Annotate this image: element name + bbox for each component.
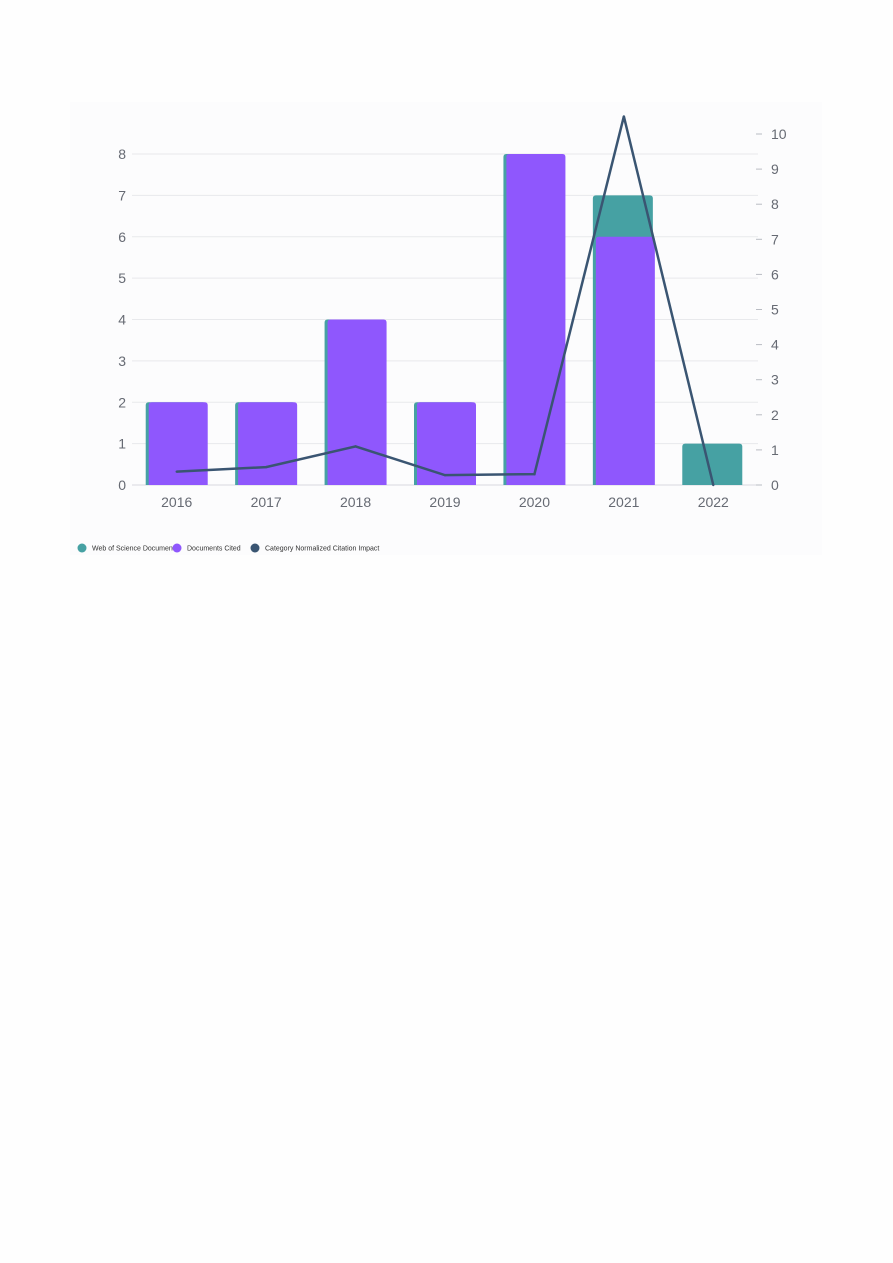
legend-marker — [77, 543, 87, 553]
x-tick-label: 2022 — [698, 494, 729, 510]
y-right-tick-label: 2 — [771, 407, 779, 423]
y-axis-right: 0 1 2 3 4 5 6 7 8 9 10 — [756, 126, 787, 493]
bar-documents-cited[interactable] — [417, 402, 476, 485]
line-point[interactable] — [443, 473, 447, 477]
bar-documents-cited[interactable] — [595, 236, 655, 485]
legend[interactable]: Web of Science Documents Documents Cited C… — [77, 543, 380, 553]
y-right-tick-label: 4 — [771, 337, 779, 353]
y-right-tick-label: 6 — [771, 266, 779, 282]
line-point[interactable] — [622, 115, 626, 118]
legend-item[interactable]: Documents Cited — [172, 543, 241, 553]
bar-web-of-science-documents[interactable] — [682, 443, 743, 485]
x-tick-label: 2020 — [519, 494, 550, 510]
x-axis: 2016 2017 2018 2019 2020 2021 2022 — [161, 494, 729, 510]
legend-item[interactable]: Web of Science Documents — [77, 543, 179, 553]
y-right-tick-label: 9 — [771, 161, 779, 177]
line-point[interactable] — [264, 465, 268, 469]
line-point[interactable] — [533, 472, 536, 476]
line-series — [175, 115, 715, 487]
y-right-tick-label: 10 — [771, 126, 787, 142]
legend-item[interactable]: Category Normalized Citation Impact — [250, 543, 380, 553]
bar-documents-cited[interactable] — [327, 319, 387, 486]
bar-documents-cited[interactable] — [506, 154, 566, 485]
y-left-tick-label: 4 — [118, 312, 126, 328]
bar-documents-cited[interactable] — [148, 402, 208, 485]
legend-label: Category Normalized Citation Impact — [265, 546, 379, 553]
legend-marker — [172, 543, 182, 553]
y-left-tick-label: 6 — [118, 229, 126, 245]
line-point[interactable] — [175, 470, 178, 473]
x-tick-label: 2018 — [340, 494, 371, 510]
bar-documents-cited[interactable] — [238, 402, 298, 485]
x-tick-label: 2017 — [251, 494, 282, 510]
y-left-tick-label: 3 — [118, 353, 126, 369]
y-right-tick-label: 3 — [771, 372, 779, 388]
legend-marker — [250, 543, 260, 553]
line-point[interactable] — [712, 483, 715, 487]
y-left-tick-label: 7 — [118, 187, 126, 203]
y-right-tick-label: 8 — [771, 196, 779, 212]
y-right-tick-label: 1 — [771, 442, 779, 458]
x-tick-label: 2019 — [429, 494, 460, 510]
y-left-tick-label: 8 — [118, 146, 126, 162]
y-left-tick-label: 5 — [118, 270, 126, 286]
y-left-tick-label: 1 — [118, 436, 126, 452]
x-tick-label: 2021 — [608, 494, 639, 510]
y-axis-left: 0 1 2 3 4 5 6 7 8 — [118, 146, 126, 493]
y-right-tick-label: 5 — [771, 302, 779, 318]
y-left-tick-label: 2 — [118, 394, 126, 410]
y-right-tick-label: 7 — [771, 231, 779, 247]
legend-label: Documents Cited — [187, 546, 241, 553]
y-right-tick-label: 0 — [771, 477, 779, 493]
line-point[interactable] — [354, 445, 357, 448]
y-left-tick-label: 0 — [118, 477, 126, 493]
legend-label: Web of Science Documents — [92, 546, 179, 553]
x-tick-label: 2016 — [161, 494, 192, 510]
